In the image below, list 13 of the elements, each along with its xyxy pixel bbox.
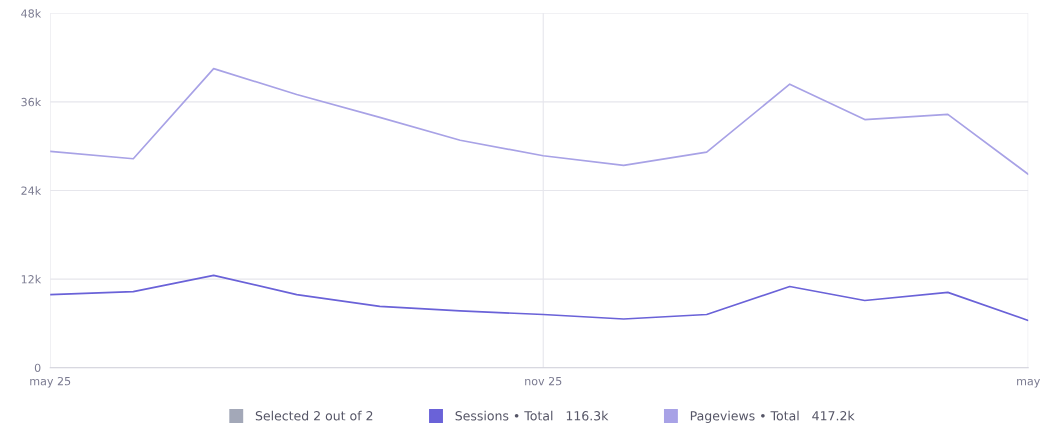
line-series <box>50 67 1029 176</box>
x-tick-label: may <box>1017 378 1040 388</box>
legend-label: Pageviews • Total 417.2k <box>690 410 855 423</box>
x-tick-label: nov 25 <box>525 376 562 386</box>
y-tick-label: 36k <box>21 97 42 107</box>
legend-label: Sessions • Total 116.3k <box>455 410 609 421</box>
y-tick-label: 48k <box>21 9 42 18</box>
legend-title: Selected 2 out of 2 <box>255 410 373 421</box>
y-tick-label: 0 <box>34 363 41 373</box>
y-tick-label: 12k <box>21 274 42 284</box>
line-series <box>50 274 1029 322</box>
y-tick-label: 24k <box>21 186 42 195</box>
x-tick-label: may 25 <box>30 376 71 388</box>
